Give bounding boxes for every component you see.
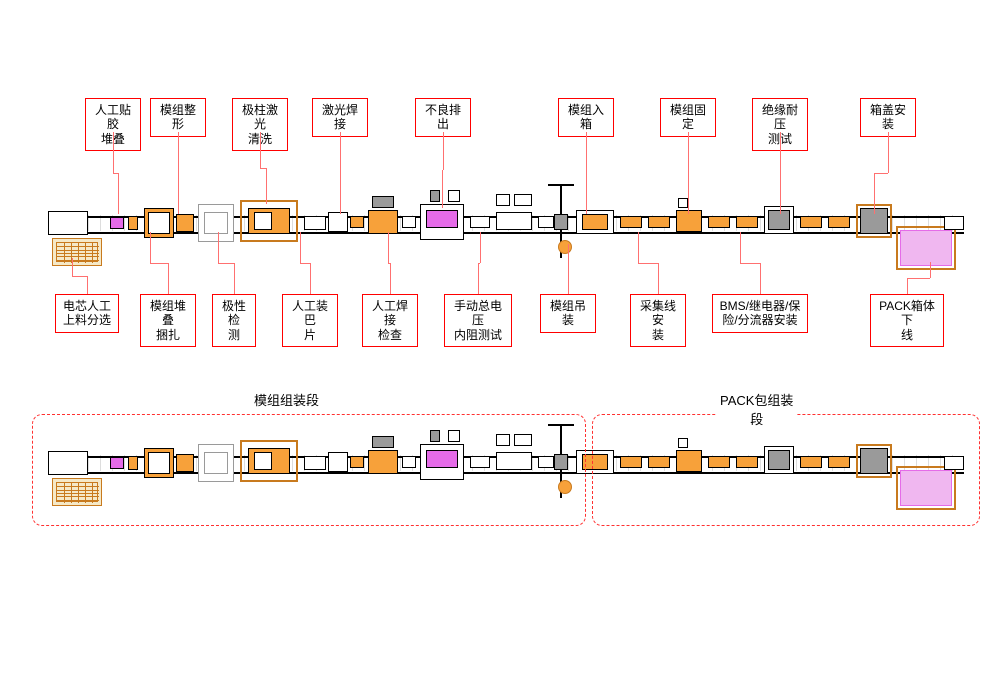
station — [328, 212, 348, 232]
process-label: 箱盖安装 — [860, 98, 916, 137]
process-label: 模组吊装 — [540, 294, 596, 333]
section-title: PACK包组装 段 — [716, 390, 797, 428]
process-label: 电芯人工 上料分选 — [55, 294, 119, 333]
station — [554, 214, 568, 230]
station — [538, 216, 554, 228]
process-label: 极性检 测 — [212, 294, 256, 347]
station — [944, 216, 964, 230]
process-label: 手动总电压 内阻测试 — [444, 294, 512, 347]
process-label: 模组整形 — [150, 98, 206, 137]
station — [496, 194, 510, 206]
station — [470, 216, 490, 228]
station — [368, 210, 398, 234]
process-label: 激光焊接 — [312, 98, 368, 137]
station — [148, 212, 170, 234]
process-label: PACK箱体下 线 — [870, 294, 944, 347]
station — [558, 240, 572, 254]
station — [254, 212, 272, 230]
station — [350, 216, 364, 228]
section-boundary — [592, 414, 980, 526]
station — [582, 214, 608, 230]
station — [896, 226, 956, 270]
station — [448, 190, 460, 202]
station — [496, 212, 532, 230]
station — [304, 216, 326, 230]
process-label: 人工装巴 片 — [282, 294, 338, 347]
process-label: 模组堆叠 捆扎 — [140, 294, 196, 347]
station — [800, 216, 822, 228]
station — [128, 216, 138, 230]
station — [708, 216, 730, 228]
station — [548, 184, 574, 186]
station — [768, 210, 790, 230]
station — [514, 194, 532, 206]
station — [678, 198, 688, 208]
process-label: 采集线安 装 — [630, 294, 686, 347]
section-boundary — [32, 414, 586, 526]
station — [176, 214, 194, 232]
station — [402, 216, 416, 228]
station — [426, 210, 458, 228]
station — [736, 216, 758, 228]
station — [110, 217, 124, 229]
station — [648, 216, 670, 228]
process-label: 人工焊接 检查 — [362, 294, 418, 347]
station — [620, 216, 642, 228]
station — [676, 210, 702, 232]
process-label: 模组固定 — [660, 98, 716, 137]
station — [48, 211, 88, 235]
process-label: 模组入箱 — [558, 98, 614, 137]
process-label: 不良排出 — [415, 98, 471, 137]
section-title: 模组组装段 — [250, 390, 323, 409]
station — [372, 196, 394, 208]
station — [56, 242, 98, 262]
station — [204, 212, 228, 234]
station — [430, 190, 440, 202]
process-label: BMS/继电器/保 险/分流器安装 — [712, 294, 808, 333]
station — [828, 216, 850, 228]
